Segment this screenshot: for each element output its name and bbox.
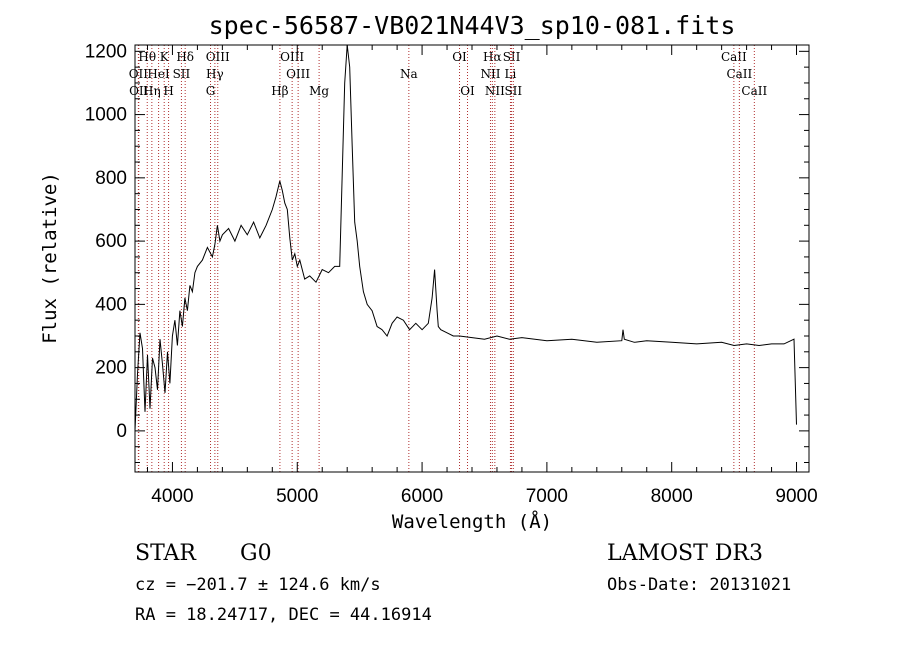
y-axis-label: Flux (relative) (39, 172, 61, 344)
spectral-line-label: NII (480, 67, 500, 81)
spectral-line-label: OI (452, 50, 467, 64)
spectral-line-label: Mg (309, 84, 329, 98)
x-axis-label: Wavelength (Å) (392, 510, 552, 533)
spectral-line-label: CaII (721, 50, 747, 64)
y-axis-ticks: 0 200 400 600 800 1000 1200 (85, 41, 809, 464)
spectral-line-label: Hδ (176, 50, 194, 64)
x-tick-label: 4000 (151, 486, 193, 507)
x-axis-ticks: 4000 5000 6000 7000 8000 9000 (146, 45, 818, 507)
sky-coordinates: RA = 18.24717, DEC = 44.16914 (135, 605, 432, 625)
survey-name: LAMOST DR3 (607, 541, 763, 566)
spectral-line-label: Hγ (206, 67, 224, 81)
spectral-line-label: OIII (286, 67, 310, 81)
y-tick-label: 1000 (85, 105, 127, 126)
spectral-line-label: Hβ (271, 84, 288, 98)
x-tick-label: 5000 (276, 486, 318, 507)
spectral-line-label: SII (173, 67, 191, 81)
x-tick-label: 9000 (775, 486, 817, 507)
spectral-line-label: HeI (147, 67, 170, 81)
spectral-line-label: K (160, 50, 170, 64)
spectral-line-label: OII (129, 84, 149, 98)
spectral-line-label: OII (129, 67, 149, 81)
plot-frame (134, 44, 810, 473)
spectral-line-label: Na (400, 67, 418, 81)
spectral-line-label: Li (505, 67, 517, 81)
spectrum-series (134, 44, 797, 431)
x-tick-label: 8000 (651, 486, 693, 507)
spectrum-line (134, 44, 797, 431)
y-tick-label: 1200 (85, 41, 127, 62)
spectral-line-label: H (163, 84, 173, 98)
spectral-line-label: Hθ (138, 50, 156, 64)
observation-date: Obs-Date: 20131021 (607, 575, 791, 595)
chart-title: spec-56587-VB021N44V3_sp10-081.fits (209, 11, 736, 40)
spectral-line-label: Hη (143, 84, 161, 98)
spectral-line-label: NII (485, 84, 505, 98)
spectral-line-label: CaII (741, 84, 767, 98)
spectral-line-label: OIII (206, 50, 230, 64)
y-tick-label: 600 (95, 231, 127, 252)
y-tick-label: 800 (95, 168, 127, 189)
spectral-line-label: SII (503, 50, 521, 64)
spectral-line-label: G (206, 84, 216, 98)
object-class: STAR (135, 541, 197, 566)
x-tick-label: 7000 (526, 486, 568, 507)
spectral-line-label: OI (460, 84, 475, 98)
y-tick-label: 400 (95, 294, 127, 315)
y-tick-label: 200 (95, 358, 127, 379)
redshift-value: cz = −201.7 ± 124.6 km/s (135, 575, 381, 595)
x-tick-label: 6000 (401, 486, 443, 507)
object-subclass: G0 (240, 541, 272, 566)
spectral-line-label: OIII (280, 50, 304, 64)
spectral-line-label: SII (504, 84, 522, 98)
spectral-line-label: CaII (726, 67, 752, 81)
y-tick-label: 0 (116, 421, 127, 442)
spectral-line-label: Hα (483, 50, 502, 64)
